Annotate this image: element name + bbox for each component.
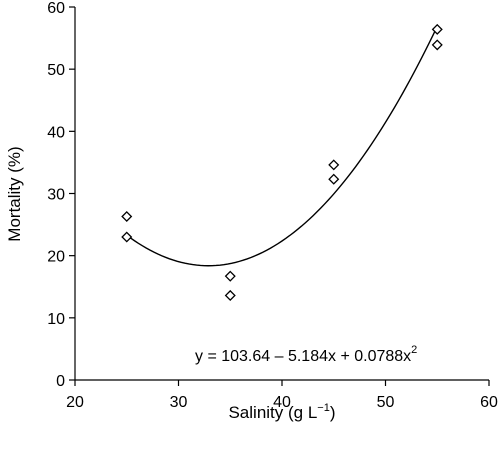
y-tick-label: 10 — [47, 311, 65, 328]
data-point — [224, 289, 236, 301]
fit-equation: y = 103.64 – 5.184x + 0.0788x2 — [195, 344, 417, 365]
data-point — [431, 23, 443, 35]
x-ticks: 20 30 40 50 60 — [66, 380, 498, 411]
data-point — [328, 159, 340, 171]
data-point — [328, 173, 340, 185]
y-tick-label: 20 — [47, 249, 65, 266]
y-tick-label: 50 — [47, 62, 65, 79]
data-point — [121, 210, 133, 223]
x-axis-label: Salinity (g L−1) — [228, 402, 335, 422]
x-tick-label: 30 — [170, 394, 188, 411]
data-point — [224, 270, 236, 282]
data-points — [121, 23, 443, 301]
data-point — [121, 231, 133, 243]
y-tick-label: 30 — [47, 187, 65, 204]
y-axis-label: Mortality (%) — [5, 146, 24, 241]
y-tick-label: 60 — [47, 0, 65, 17]
x-tick-label: 50 — [377, 394, 395, 411]
data-point — [431, 39, 443, 51]
y-ticks: 0 10 20 30 40 50 60 — [47, 0, 75, 390]
y-tick-label: 40 — [47, 124, 65, 141]
x-tick-label: 40 — [273, 394, 291, 411]
x-tick-label: 60 — [480, 394, 498, 411]
x-tick-label: 20 — [66, 394, 84, 411]
y-tick-label: 0 — [56, 373, 65, 390]
quadratic-fit-curve — [126, 26, 438, 267]
axes — [74, 7, 489, 381]
